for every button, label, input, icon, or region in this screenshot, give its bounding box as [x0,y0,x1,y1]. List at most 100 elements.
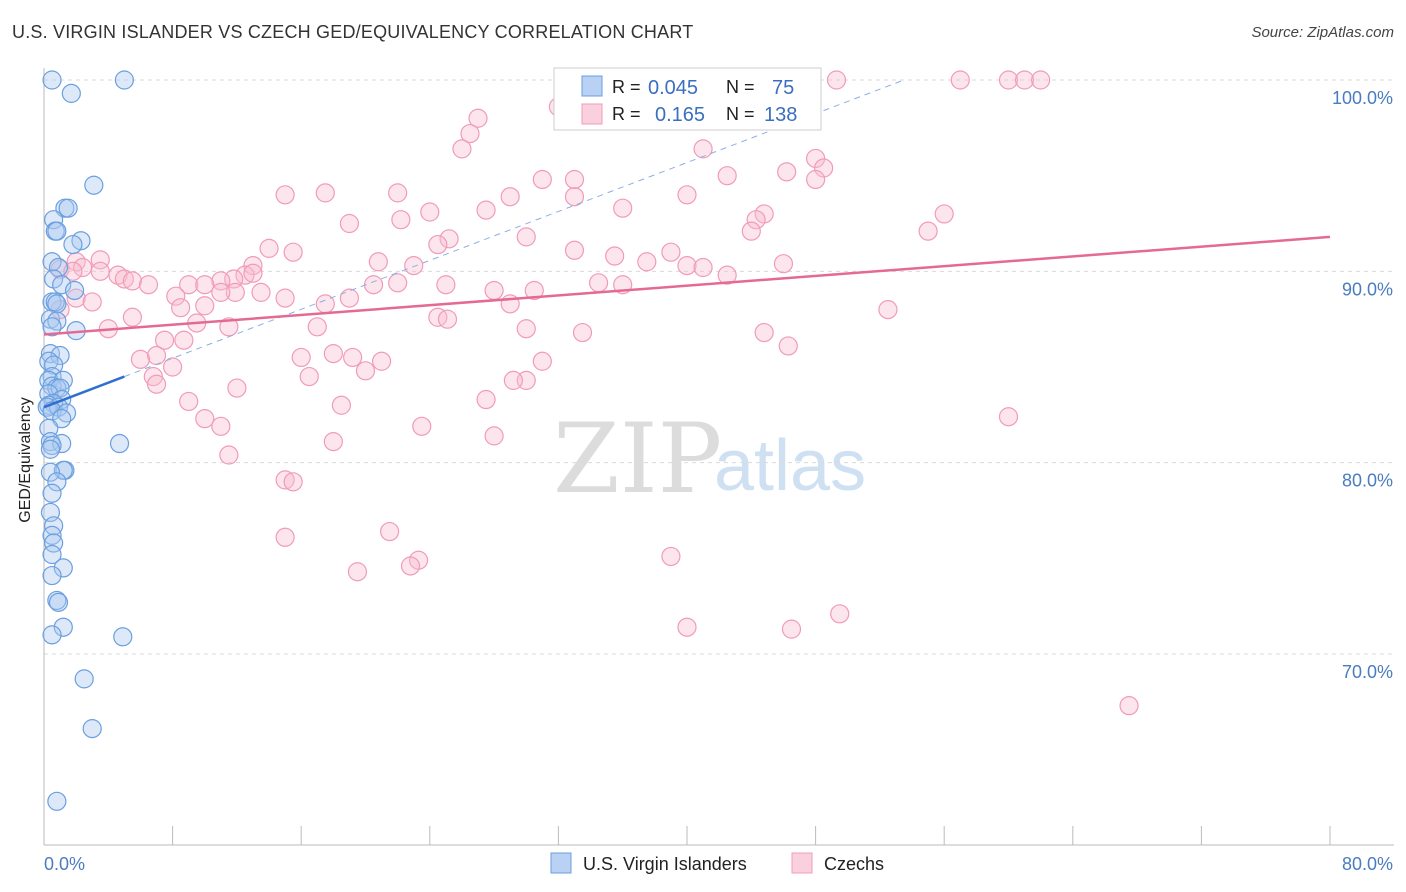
czech-point [388,183,408,203]
czech-point [275,185,295,205]
czech-point [998,407,1019,427]
czech-point [211,282,231,302]
czech-point [677,185,697,205]
czech-point [564,187,585,207]
czech-point [163,357,183,377]
czech-point [564,169,585,190]
czech-point [572,322,593,343]
virgin-islander-point [39,370,59,390]
czech-point [412,416,432,436]
axes [43,68,1394,846]
virgin-islander-point [61,83,81,103]
czech-point [235,265,255,285]
virgin-islander-point [40,439,61,459]
legend-swatch-blue [581,75,603,97]
czech-point [283,472,303,492]
czech-point [339,213,360,234]
virgin-islander-point [42,525,62,545]
y-tick-labels: 70.0% 80.0% 90.0% 100.0% [1332,88,1393,682]
legend-series-1: U.S. Virgin Islanders [583,854,747,874]
czech-point [146,345,167,366]
czech-point [283,242,303,262]
czech-point [661,242,681,262]
czech-point [243,255,263,276]
source-label: Source: ZipAtlas.com [1251,24,1394,41]
virgin-islander-point [74,669,94,689]
czech-point [195,409,215,429]
czech-point [805,148,826,169]
legend-n-label-1: N = [726,77,755,97]
czech-point [677,617,697,637]
czech-point [524,280,544,301]
virgin-islander-point [42,70,62,90]
virgin-islanders-points [37,70,134,811]
czech-point [195,275,215,295]
czech-point [468,108,488,128]
czech-point [195,296,215,316]
czech-point [934,204,954,224]
czech-point [343,347,363,368]
virgin-islander-point [48,592,69,612]
czech-point [588,273,609,293]
czech-point [439,229,459,249]
virgin-islander-point [53,558,73,578]
watermark-atlas: atlas [714,426,866,506]
czech-point [484,426,504,446]
czech-point [63,261,83,281]
czech-point [114,269,134,289]
czech-point [998,70,1019,90]
czech-point [174,330,194,350]
czech-point [452,139,472,159]
virgin-islander-point [64,280,85,301]
virgin-islander-point [42,544,62,565]
virgin-islanders-trend [43,375,125,409]
czech-point [773,254,794,274]
czech-point [516,227,536,247]
watermark-zip: ZIP [553,403,722,515]
czech-point [323,344,343,364]
czech-point [66,288,86,308]
czech-point [291,347,311,368]
czech-point [355,361,376,381]
czech-point [693,257,713,278]
czech-point [391,210,411,230]
czech-point [122,271,143,291]
gridlines [44,79,1394,655]
czech-point [400,556,421,576]
y-tick-label: 70.0% [1342,662,1393,682]
virgin-islander-point [40,344,61,364]
series-legend: U.S. Virgin Islanders Czechs [550,852,884,874]
czech-point [146,374,167,394]
czech-point [1014,70,1035,90]
virgin-islander-point [53,617,73,637]
czech-point [171,298,191,318]
czech-point [331,395,351,415]
czech-point [130,349,151,369]
czech-point [243,263,263,283]
virgin-islander-point [114,70,134,90]
czech-point [814,158,834,178]
czech-point [532,169,552,190]
czech-point [323,432,343,452]
y-tick-label: 80.0% [1342,471,1393,491]
virgin-islander-point [109,433,130,454]
czech-point [219,317,239,337]
czech-point [661,546,681,567]
czech-point [746,210,766,230]
legend-series-2: Czechs [824,854,884,874]
czech-point [516,319,536,339]
czech-point [90,250,110,270]
czech-point [564,240,585,260]
legend-n-value-1: 75 [772,77,794,99]
czech-point [500,187,520,207]
czech-point [826,70,847,90]
czech-point [90,261,110,281]
czech-point [275,527,295,547]
czech-point [225,282,245,302]
czech-point [347,562,368,582]
czech-point [605,246,625,266]
virgin-islander-point [58,198,78,218]
czech-point [259,238,279,258]
czech-point [428,234,448,255]
